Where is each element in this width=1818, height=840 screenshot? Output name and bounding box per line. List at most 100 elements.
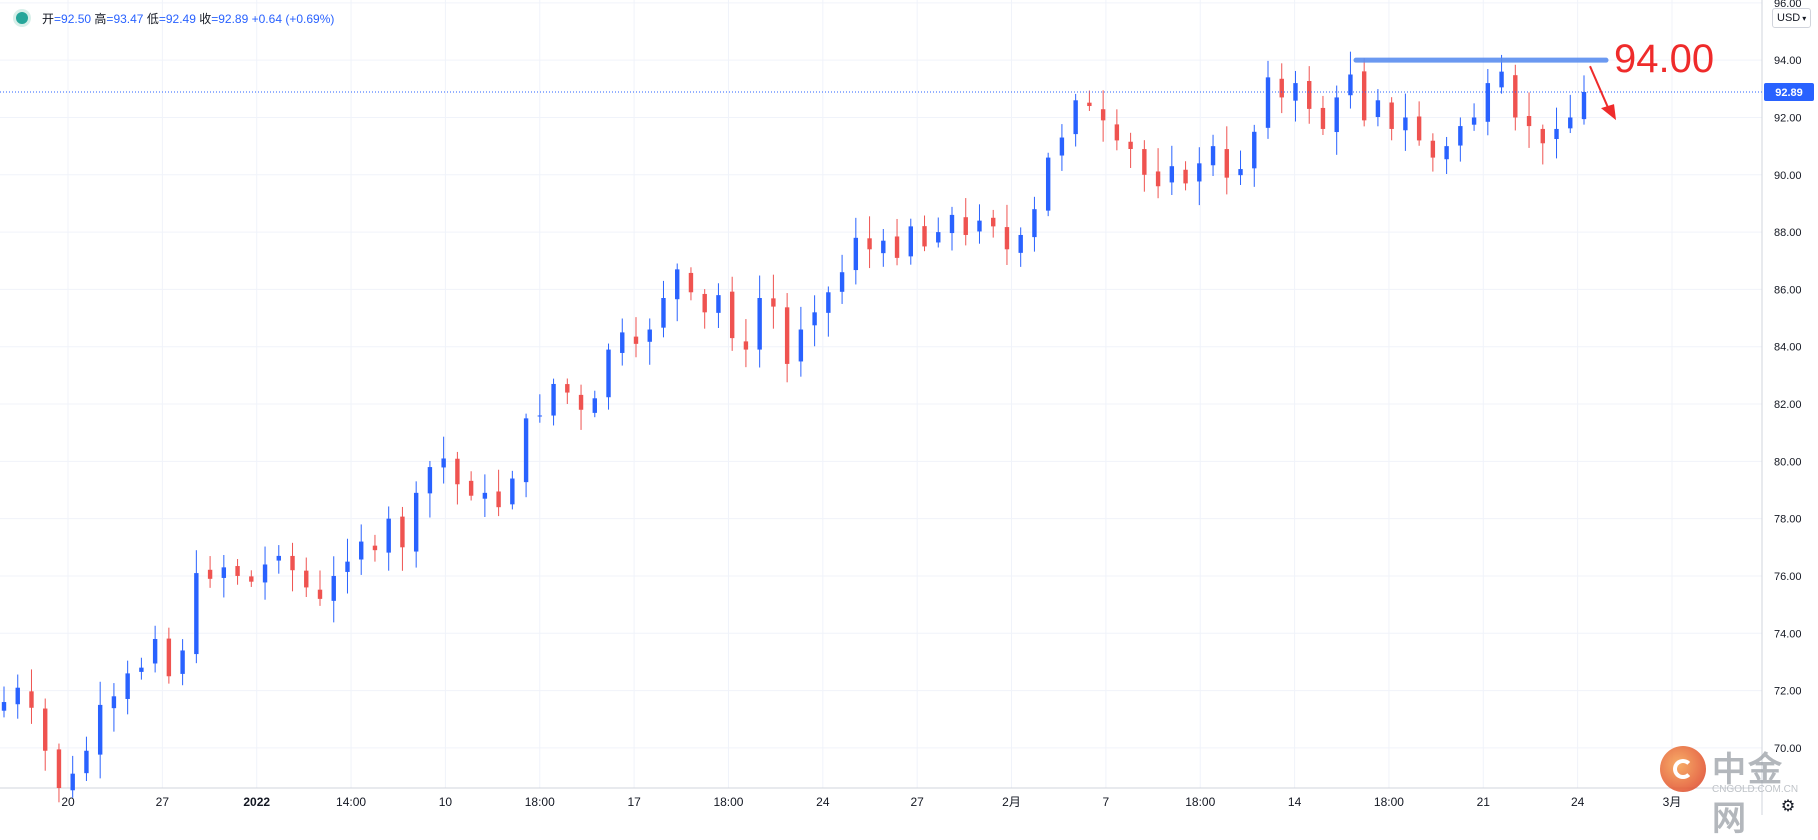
candle-body [496,491,501,508]
candle-body [1032,209,1037,238]
candle-body [922,226,927,247]
candle-body [207,569,213,579]
candle-body [1430,140,1436,158]
x-tick-label: 27 [910,795,924,809]
candle-body [1403,117,1408,131]
resistance-label: 94.00 [1614,37,1714,81]
candle-body [304,570,309,588]
candle-body [1059,137,1065,156]
candle-body [359,541,364,560]
x-tick-label: 18:00 [1185,795,1215,809]
candle-body [949,214,955,234]
high-value: 93.47 [113,11,144,26]
candle-body [963,217,968,235]
candle-body [523,418,529,483]
candle-body [688,272,694,293]
candle-body [345,561,350,572]
candle-body [606,349,611,398]
currency-selector[interactable]: USD ▾ [1772,8,1812,28]
candlestick-chart[interactable]: 70.00 72.00 74.00 76.00 78.00 80.00 82.00 84.00… [0,0,1818,815]
x-tick-label: 18:00 [1374,795,1404,809]
candle-body [249,576,254,582]
candle-body [510,478,515,505]
candle-body [1018,234,1023,253]
candle-body [839,272,845,292]
candle-body [1224,149,1229,178]
close-label: 收 [199,11,212,26]
x-tick-label: 14:00 [336,795,366,809]
y-tick-label: 84.00 [1774,342,1802,354]
candle-body [1458,126,1463,146]
annotations: 92.89 94.00 [0,37,1814,121]
candle-body [331,575,336,601]
candle-body [908,226,913,257]
candle-body [977,220,982,232]
candle-body [1293,83,1298,101]
candle-body [1100,109,1106,121]
x-tick-label: 20 [61,795,75,809]
candle-body [1197,163,1202,182]
candle-body [826,292,831,313]
watermark-logo-icon [1660,746,1706,792]
y-tick-label: 74.00 [1774,628,1802,640]
status-dot-icon [16,12,28,24]
x-tick-label: 27 [156,795,170,809]
candle-body [551,383,556,416]
candle-body [881,240,886,254]
x-tick-label: 10 [439,795,453,809]
candle-body [578,394,584,410]
candle-body [1155,171,1161,187]
x-tick-label: 14 [1288,795,1302,809]
y-tick-label: 78.00 [1774,514,1802,526]
candle-body [1073,100,1078,135]
candle-body [386,518,391,553]
candle-body [468,480,474,496]
candle-body [633,336,639,344]
last-price-tag-label: 92.89 [1775,87,1803,99]
y-tick-label: 92.00 [1774,112,1802,124]
candle-body [221,567,227,578]
candle-body [139,667,144,672]
watermark: 中金网 CNGOLD.COM.CN [1660,742,1812,838]
candle-body [1389,102,1394,129]
candle-body [262,564,268,583]
candle-body [812,312,817,326]
candle-body [235,566,240,576]
high-label: 高 [94,11,107,26]
x-tick-label: 18:00 [525,795,555,809]
candle-body [1045,157,1051,211]
candle-body [1444,146,1449,160]
candle-body [853,237,859,271]
candle-body [1540,128,1545,144]
candle-body [84,750,89,774]
low-label: 低 [146,11,159,26]
candle-body [565,384,570,393]
candle-body [991,217,996,227]
candle-body [1568,117,1573,129]
candle-body [15,687,20,705]
watermark-subtitle: CNGOLD.COM.CN [1712,784,1799,795]
candle-body [1320,107,1326,129]
y-tick-label: 88.00 [1774,227,1802,239]
settings-gear-icon[interactable]: ⚙ [1781,796,1795,815]
candle-body [372,545,378,551]
ohlc-legend: 开=92.50 高=93.47 低=92.49 收=92.89 +0.64 (+… [16,8,334,28]
candle-body [1265,77,1271,128]
candle-body [29,691,34,708]
open-value: 92.50 [61,11,92,26]
change-percent: (+0.69%) [285,11,335,26]
candle-body [675,269,680,300]
y-tick-label: 96.00 [1774,0,1802,10]
x-tick-label: 2月 [1002,795,1021,809]
candle-body [1169,166,1175,183]
candle-body [70,773,75,791]
last-price-tag [1764,82,1814,101]
candle-body [798,329,804,362]
candle-body [647,329,652,342]
candle-body [166,638,172,677]
candles [1,51,1587,803]
candle-body [482,492,488,499]
x-tick-label: 21 [1477,795,1491,809]
candle-body [1554,128,1559,140]
candle-body [1361,71,1367,121]
